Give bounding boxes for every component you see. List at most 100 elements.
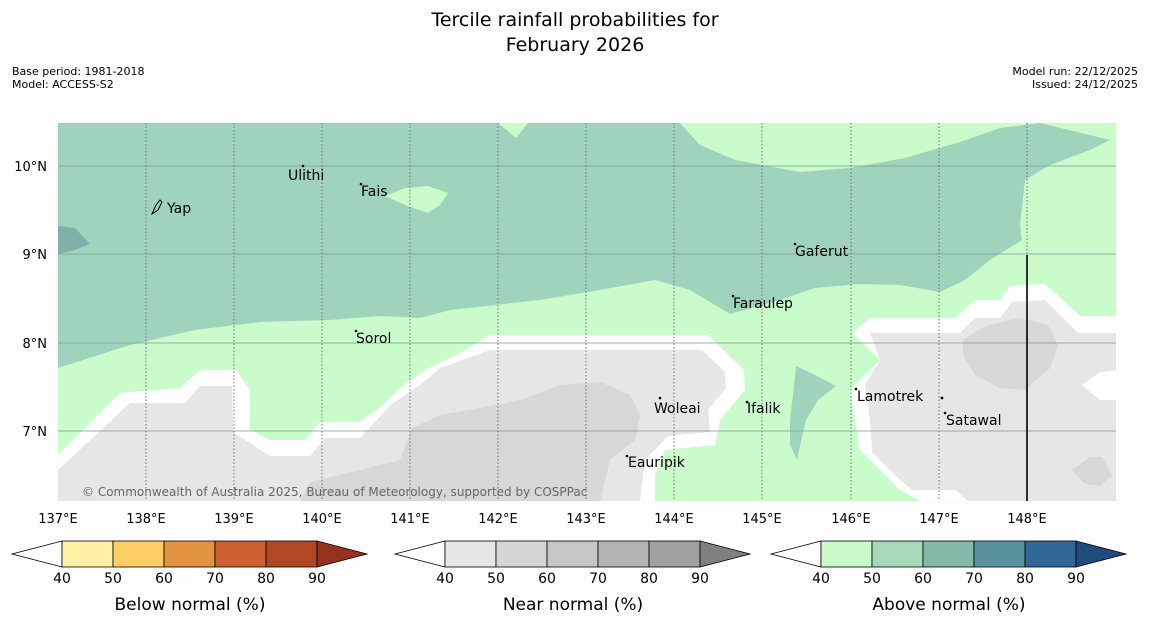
lon-label-146e: 146°E [831, 512, 871, 527]
lon-label-145e: 145°E [742, 512, 782, 527]
above-tick-50: 50 [863, 571, 881, 587]
yap-island-outline [150, 199, 163, 216]
near-seg-2 [546, 540, 599, 568]
region-above-50-60-ifalik [790, 366, 836, 460]
lon-label-141e: 141°E [390, 512, 430, 527]
lamotrek-dot [854, 387, 858, 391]
satawal-dot [943, 411, 947, 415]
place-labels: Ulithi Yap Fais Gaferut Faraulep Sorol W… [166, 168, 1001, 471]
above-seg-0 [820, 540, 873, 568]
meta-right: Model run: 22/12/2025 Issued: 24/12/2025 [1012, 65, 1138, 91]
below-tick-80: 80 [257, 571, 275, 587]
chart-title-line-2: February 2026 [505, 34, 645, 56]
lon-label-139e: 139°E [214, 512, 254, 527]
near-arrow-left [393, 540, 446, 568]
lamotrek-east-dot [940, 396, 944, 400]
near-label: Near normal (%) [503, 595, 643, 615]
below-arrow-left [10, 540, 63, 568]
place-lamotrek: Lamotrek [857, 389, 924, 405]
lon-label-142e: 142°E [478, 512, 518, 527]
above-seg-3 [973, 540, 1026, 568]
base-period-text: Base period: 1981-2018 [12, 65, 145, 78]
lon-axis-labels: 137°E 138°E 139°E 140°E 141°E 142°E 143°… [38, 512, 1047, 527]
lon-label-148e: 148°E [1007, 512, 1047, 527]
lon-label-137e: 137°E [38, 512, 78, 527]
map-shading: Ulithi Yap Fais Gaferut Faraulep Sorol W… [58, 123, 1116, 501]
place-woleai: Woleai [654, 401, 701, 417]
above-tick-60: 60 [914, 571, 932, 587]
ifalik-dot [745, 400, 749, 404]
lon-label-147e: 147°E [919, 512, 959, 527]
place-fais: Fais [361, 184, 388, 200]
above-seg-4 [1024, 540, 1077, 568]
lon-label-143e: 143°E [566, 512, 606, 527]
above-tick-90: 90 [1067, 571, 1085, 587]
above-arrow-right [1075, 540, 1128, 568]
fais-dot [359, 182, 363, 186]
model-text: Model: ACCESS-S2 [12, 78, 114, 91]
model-run-text: Model run: 22/12/2025 [1012, 65, 1138, 78]
lat-label-9n: 9°N [23, 248, 48, 263]
below-tick-70: 70 [206, 571, 224, 587]
near-seg-1 [495, 540, 548, 568]
faraulep-dot [731, 294, 735, 298]
lat-label-8n: 8°N [23, 337, 48, 352]
lon-label-140e: 140°E [302, 512, 342, 527]
chart-title-line-1: Tercile rainfall probabilities for [431, 9, 719, 31]
near-seg-0 [444, 540, 497, 568]
near-tick-80: 80 [640, 571, 658, 587]
near-tick-40: 40 [436, 571, 454, 587]
above-seg-2 [922, 540, 975, 568]
below-tick-60: 60 [155, 571, 173, 587]
near-seg-3 [597, 540, 650, 568]
place-faraulep: Faraulep [733, 296, 793, 312]
meta-left: Base period: 1981-2018 Model: ACCESS-S2 [12, 65, 144, 91]
lon-label-138e: 138°E [126, 512, 166, 527]
below-label: Below normal (%) [115, 595, 266, 615]
below-seg-0 [61, 540, 114, 568]
colorbar-below-normal: 40 50 60 70 80 90 Below normal (%) [10, 540, 369, 615]
place-satawal: Satawal [946, 413, 1001, 429]
near-arrow-right [699, 540, 752, 568]
region-near-50-60-east [963, 318, 1058, 390]
place-ulithi: Ulithi [288, 168, 324, 184]
above-seg-1 [871, 540, 924, 568]
near-tick-60: 60 [538, 571, 556, 587]
above-arrow-left [769, 540, 822, 568]
near-tick-50: 50 [487, 571, 505, 587]
lat-axis-labels: 10°N 9°N 8°N 7°N [14, 160, 47, 440]
region-near-50-60-east-2 [1072, 457, 1112, 486]
eauripik-dot [625, 454, 629, 458]
below-tick-40: 40 [53, 571, 71, 587]
gaferut-dot [793, 242, 797, 246]
above-tick-40: 40 [812, 571, 830, 587]
lat-label-7n: 7°N [23, 425, 48, 440]
below-tick-50: 50 [104, 571, 122, 587]
near-tick-90: 90 [691, 571, 709, 587]
below-arrow-right [316, 540, 369, 568]
woleai-dot [658, 396, 662, 400]
lon-label-144e: 144°E [654, 512, 694, 527]
above-tick-80: 80 [1016, 571, 1034, 587]
place-ifalik: Ifalik [747, 401, 781, 417]
above-tick-70: 70 [965, 571, 983, 587]
near-seg-4 [648, 540, 701, 568]
region-above-60-70 [58, 226, 90, 254]
below-seg-4 [265, 540, 318, 568]
below-seg-3 [214, 540, 267, 568]
colorbar-near-normal: 40 50 60 70 80 90 Near normal (%) [393, 540, 752, 615]
copyright-credit: © Commonwealth of Australia 2025, Bureau… [82, 485, 587, 499]
lat-label-10n: 10°N [14, 160, 47, 175]
region-above-40-50-fais [385, 186, 448, 213]
region-above-50-60 [58, 123, 1110, 368]
sorol-dot [354, 329, 358, 333]
place-sorol: Sorol [356, 331, 391, 347]
lon-gridlines [145, 123, 1028, 501]
below-seg-2 [163, 540, 216, 568]
place-eauripik: Eauripik [628, 455, 686, 471]
island-marks [150, 164, 947, 458]
below-seg-1 [112, 540, 165, 568]
ulithi-dot [301, 164, 305, 168]
near-tick-70: 70 [589, 571, 607, 587]
